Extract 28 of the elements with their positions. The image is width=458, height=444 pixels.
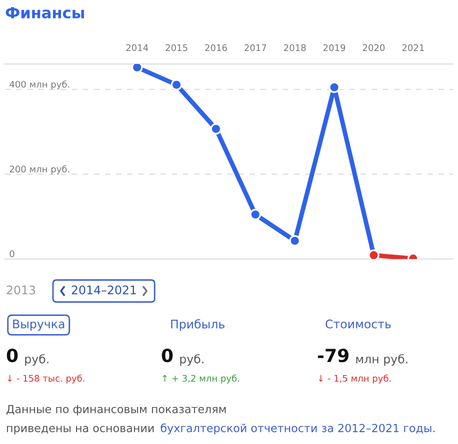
x-tick-label: 2018 <box>284 44 306 52</box>
text: млн руб. <box>356 354 408 366</box>
text: руб. <box>180 354 204 366</box>
y-tick-label: 400 млн руб. <box>10 80 70 90</box>
text: Выручка <box>13 320 64 331</box>
x-tick-label: 2020 <box>362 44 385 52</box>
text: 2014–2021 <box>72 285 136 294</box>
x-tick-label: 2016 <box>205 44 227 52</box>
text: ↓ - 1,5 млн руб. <box>318 374 391 384</box>
text: 0 <box>162 348 173 362</box>
text: бухгалтерской отчетности за 2012–2021 годы. <box>160 423 435 434</box>
y-tick-label: 0 <box>10 250 14 258</box>
y-tick-label: 200 млн руб. <box>10 165 70 174</box>
text: приведены на основании <box>7 426 154 434</box>
chart-title: Финансы <box>6 7 84 18</box>
x-tick-label: 2021 <box>402 44 424 52</box>
text: 2013 <box>6 285 36 294</box>
text: ↓ - 158 тыс. руб. <box>8 374 84 384</box>
x-tick-label: 2015 <box>166 44 188 52</box>
x-tick-label: 2019 <box>323 44 346 52</box>
text: Прибыль <box>171 319 224 331</box>
text: Данные по финансовым показателям <box>6 404 226 416</box>
x-tick-label: 2014 <box>126 44 148 52</box>
text: -79 <box>318 348 348 362</box>
text: руб. <box>25 354 48 366</box>
text: Стоимость <box>326 319 391 328</box>
x-tick-label: 2017 <box>244 44 266 52</box>
text: ↑ + 3,2 млн руб. <box>162 374 239 384</box>
